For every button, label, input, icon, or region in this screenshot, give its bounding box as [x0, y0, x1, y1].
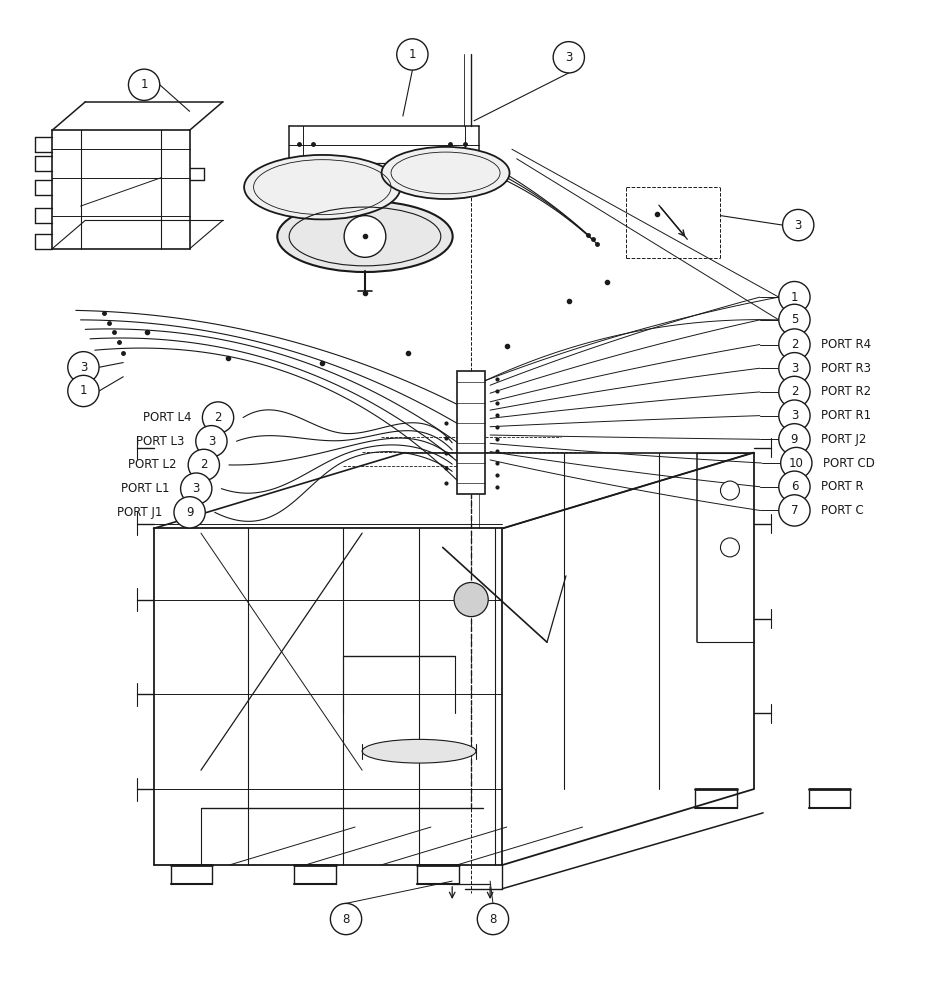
Text: PORT J2: PORT J2	[821, 433, 866, 446]
Circle shape	[129, 69, 159, 100]
Text: PORT CD: PORT CD	[823, 457, 875, 470]
Text: 1: 1	[80, 384, 87, 397]
Circle shape	[180, 473, 211, 504]
Circle shape	[195, 426, 227, 457]
Text: PORT L3: PORT L3	[136, 435, 184, 448]
Circle shape	[782, 209, 813, 241]
Text: 1: 1	[791, 291, 798, 304]
Text: PORT L2: PORT L2	[128, 458, 176, 471]
Circle shape	[720, 538, 739, 557]
Circle shape	[477, 903, 508, 935]
Text: PORT L4: PORT L4	[142, 411, 191, 424]
Ellipse shape	[277, 201, 453, 272]
Text: PORT C: PORT C	[821, 504, 865, 517]
Text: 10: 10	[789, 457, 804, 470]
Circle shape	[778, 329, 810, 360]
Text: 3: 3	[791, 362, 798, 375]
Ellipse shape	[381, 147, 510, 199]
Circle shape	[778, 495, 810, 526]
Circle shape	[174, 497, 205, 528]
Circle shape	[330, 903, 361, 935]
Circle shape	[68, 375, 99, 407]
Ellipse shape	[245, 155, 401, 219]
Text: 8: 8	[489, 913, 497, 926]
Circle shape	[778, 424, 810, 455]
Circle shape	[780, 447, 811, 479]
Text: 3: 3	[208, 435, 215, 448]
Text: 3: 3	[791, 409, 798, 422]
Text: 8: 8	[342, 913, 350, 926]
Circle shape	[203, 402, 233, 433]
Text: 9: 9	[791, 433, 798, 446]
Circle shape	[778, 281, 810, 313]
Text: 5: 5	[791, 313, 798, 326]
Circle shape	[778, 304, 810, 336]
Text: 3: 3	[565, 51, 573, 64]
Circle shape	[778, 400, 810, 431]
Text: 3: 3	[80, 361, 87, 374]
Text: 3: 3	[192, 482, 200, 495]
Text: 3: 3	[794, 219, 802, 232]
Text: PORT R2: PORT R2	[821, 385, 871, 398]
Bar	[457, 371, 485, 494]
Circle shape	[778, 471, 810, 502]
Circle shape	[553, 42, 584, 73]
Ellipse shape	[362, 739, 476, 763]
Text: PORT R: PORT R	[821, 480, 864, 493]
Text: 1: 1	[409, 48, 416, 61]
Text: 2: 2	[200, 458, 208, 471]
Text: 2: 2	[214, 411, 222, 424]
Circle shape	[68, 352, 99, 383]
Text: PORT R4: PORT R4	[821, 338, 871, 351]
Circle shape	[396, 39, 428, 70]
Circle shape	[188, 449, 219, 481]
Text: PORT L1: PORT L1	[120, 482, 169, 495]
Circle shape	[344, 216, 386, 257]
Text: 2: 2	[791, 338, 798, 351]
Circle shape	[454, 582, 488, 617]
Text: 7: 7	[791, 504, 798, 517]
Text: 2: 2	[791, 385, 798, 398]
Text: 6: 6	[791, 480, 798, 493]
Text: 1: 1	[140, 78, 148, 91]
Circle shape	[720, 481, 739, 500]
Text: 9: 9	[186, 506, 193, 519]
Text: PORT R1: PORT R1	[821, 409, 871, 422]
Circle shape	[778, 353, 810, 384]
Text: PORT R3: PORT R3	[821, 362, 871, 375]
Circle shape	[778, 376, 810, 408]
Text: PORT J1: PORT J1	[118, 506, 163, 519]
